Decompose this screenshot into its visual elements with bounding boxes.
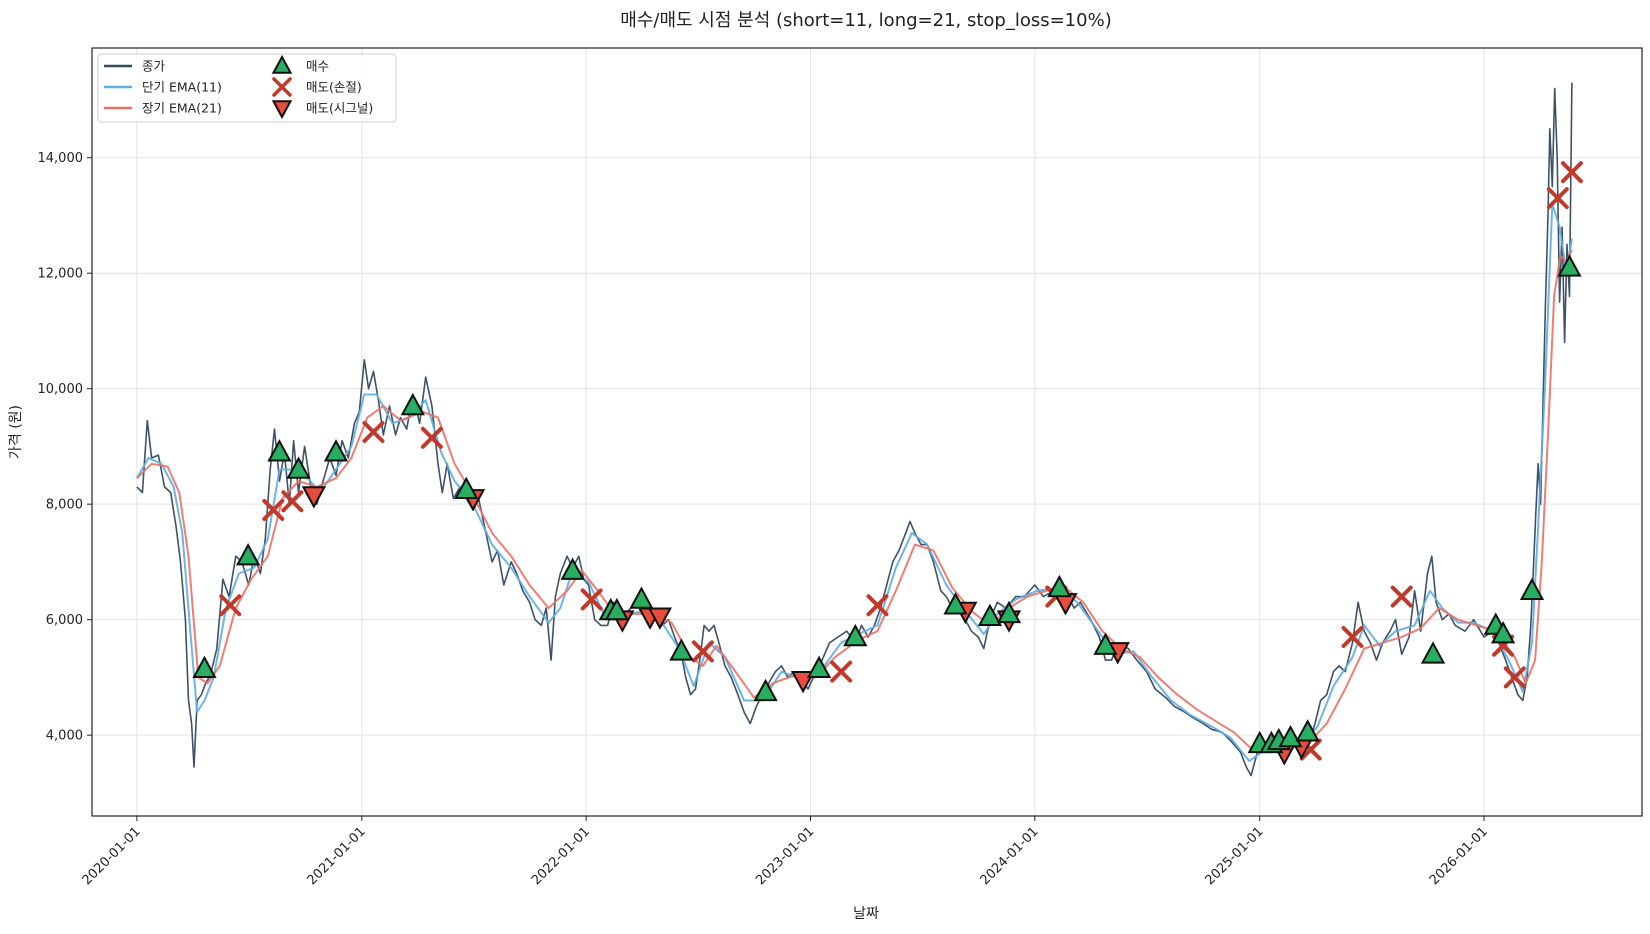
y-tick-label: 4,000 <box>46 729 83 744</box>
stop-loss-stroke <box>830 660 853 683</box>
stop-loss-marker <box>1503 666 1526 689</box>
legend-item: 매도(손절) <box>272 77 362 97</box>
buy-marker <box>669 638 694 661</box>
legend-label: 종가 <box>142 59 166 74</box>
stop-loss-marker <box>1560 161 1583 184</box>
x-axis-title: 날짜 <box>853 906 879 922</box>
stop-loss-marker <box>281 490 304 513</box>
legend-item: 장기 EMA(21) <box>104 101 222 116</box>
y-axis: 4,000 6,000 8,000 10,000 12,000 14,000 <box>38 151 92 744</box>
buy-marker <box>235 543 261 566</box>
marker-layer <box>192 161 1583 766</box>
buy-marker <box>1490 621 1516 644</box>
buy-marker <box>996 600 1022 624</box>
stop-loss-stroke <box>281 490 304 513</box>
stop-loss-marker <box>866 594 889 617</box>
legend-item: 단기 EMA(11) <box>104 80 222 95</box>
stop-loss-stroke <box>219 594 242 617</box>
legend-box <box>97 53 397 123</box>
stop-loss-stroke <box>1299 738 1322 761</box>
stop-loss-marker <box>830 660 853 683</box>
y-tick-label: 6,000 <box>46 613 83 628</box>
stop-loss-stroke <box>262 498 285 521</box>
stop-loss-stroke <box>420 426 443 449</box>
buy-marker <box>1295 719 1320 742</box>
stop-loss-marker <box>691 640 714 663</box>
stop-loss-stroke <box>1390 585 1413 608</box>
signal-sell-marker <box>647 607 673 630</box>
stop-loss-stroke <box>691 640 714 663</box>
buy-marker <box>560 557 585 580</box>
y-tick-label: 12,000 <box>38 267 84 282</box>
stop-loss-stroke <box>362 421 385 443</box>
buy-marker <box>192 655 217 679</box>
buy-marker <box>400 392 425 416</box>
y-axis-title: 가격 (원) <box>8 405 24 459</box>
legend-item: 종가 <box>104 59 166 74</box>
legend-label: 장기 EMA(21) <box>142 101 222 116</box>
buy-marker <box>267 439 292 462</box>
legend-item: 매도(시그널) <box>271 100 373 120</box>
stop-loss-stroke <box>1560 161 1583 184</box>
legend-label: 매도(시그널) <box>306 101 373 116</box>
buy-marker <box>323 439 349 462</box>
buy-marker <box>1047 574 1072 598</box>
stop-loss-marker <box>1341 625 1364 648</box>
buy-marker <box>286 456 311 479</box>
stop-loss-stroke <box>1503 666 1526 689</box>
buy-marker <box>1557 254 1582 277</box>
series-line-1 <box>136 202 1573 763</box>
plot-frame <box>91 47 1643 817</box>
legend-item: 매수 <box>271 54 329 74</box>
buy-marker <box>943 592 968 615</box>
buy-marker <box>977 603 1003 627</box>
y-tick-label: 8,000 <box>46 498 83 513</box>
signal-sell-marker <box>301 486 326 509</box>
stop-loss-marker <box>219 594 242 617</box>
y-tick-label: 10,000 <box>38 382 84 397</box>
legend-signal-swatch <box>271 100 293 120</box>
stop-loss-stroke <box>1546 187 1569 210</box>
stop-loss-stroke <box>580 588 603 611</box>
legend-label: 매수 <box>306 59 329 74</box>
stop-loss-marker <box>580 588 603 611</box>
y-tick-label: 14,000 <box>38 151 84 166</box>
stop-loss-marker <box>262 498 285 521</box>
stop-loss-marker <box>362 421 385 443</box>
buy-marker <box>1420 641 1446 664</box>
legend-stop-swatch <box>272 77 292 97</box>
buy-marker <box>604 597 629 621</box>
buy-marker <box>806 655 832 679</box>
legend-label: 단기 EMA(11) <box>142 80 222 95</box>
stop-loss-marker <box>420 426 443 449</box>
grid <box>92 48 1642 816</box>
buy-marker <box>753 678 778 702</box>
legend-label: 매도(손절) <box>306 80 362 95</box>
buy-marker <box>629 586 654 609</box>
chart-title: 매수/매도 시점 분석 (short=11, long=21, stop_los… <box>620 10 1111 31</box>
stop-loss-marker <box>1390 585 1413 608</box>
buy-marker <box>1093 632 1118 655</box>
stop-loss-stroke <box>866 594 889 617</box>
stop-loss-marker <box>1546 187 1569 210</box>
buy-marker <box>843 623 868 647</box>
buy-marker <box>454 476 479 499</box>
legend-buy-swatch <box>271 54 293 74</box>
buy-marker <box>1519 577 1545 601</box>
stop-loss-stroke <box>1341 625 1364 648</box>
